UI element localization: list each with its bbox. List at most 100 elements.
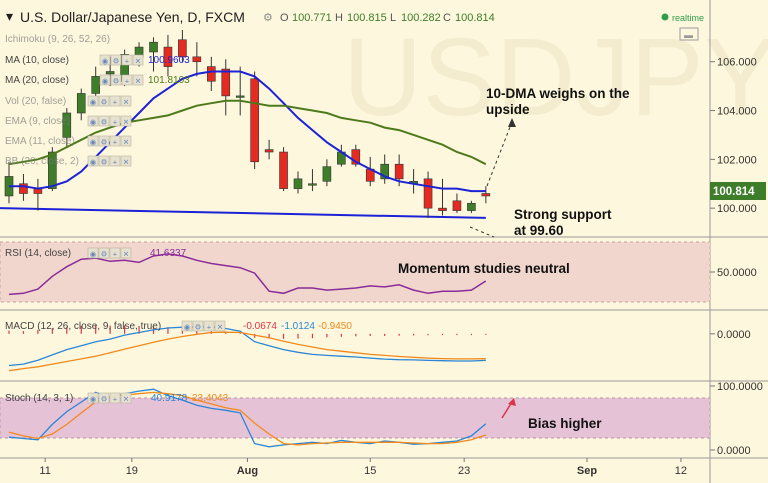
gear-icon: ⚙: [101, 118, 108, 127]
rsi-layer: 50.0000: [8, 253, 757, 296]
eye-icon: ◉: [90, 395, 97, 404]
macd-line: [8, 326, 486, 367]
close-icon: ✕: [123, 250, 129, 259]
candle-body: [91, 76, 100, 94]
ma20-label[interactable]: MA (20, close): [5, 75, 69, 86]
close-icon-box: [120, 95, 132, 107]
time-tick-label: 12: [675, 465, 687, 477]
plus-icon: +: [125, 57, 130, 66]
rsi-value: 41.6337: [150, 248, 187, 259]
support-trendline: [0, 207, 486, 219]
macd-signal-value: -0.9450: [318, 321, 352, 332]
ohlc-close-label: C: [443, 12, 451, 24]
plus-icon-box: [109, 247, 121, 259]
close-icon: ✕: [135, 77, 141, 86]
candle-body: [293, 178, 303, 189]
stoch-label[interactable]: Stoch (14, 3, 1): [5, 393, 73, 404]
close-icon: ✕: [135, 57, 141, 66]
annotation-10dma-line2: upside: [486, 102, 530, 117]
ohlc-high-label: H: [335, 12, 343, 24]
candle-body: [481, 193, 491, 197]
close-icon-box: [120, 247, 132, 259]
candle-body: [351, 149, 361, 165]
gear-icon-box: [98, 135, 110, 147]
gear-icon: ⚙: [101, 138, 108, 147]
candle-body: [149, 41, 158, 53]
ema2-label[interactable]: EMA (11, close): [5, 136, 75, 147]
candle-body: [308, 183, 317, 186]
plus-icon: +: [113, 138, 118, 147]
stoch-tick-label: 100.0000: [717, 381, 763, 393]
eye-icon-box: [181, 320, 193, 332]
macd-tick-label: 0.0000: [717, 329, 751, 341]
stoch-k-value: 40.9178: [151, 393, 188, 404]
rsi-tick-label: 50.0000: [717, 267, 757, 279]
close-icon: ✕: [217, 323, 223, 332]
plus-icon-box: [109, 155, 121, 167]
close-icon: ✕: [123, 138, 129, 147]
close-icon-box: [120, 155, 132, 167]
annotation-support-line1: Strong support: [514, 207, 612, 222]
gear-icon: ⚙: [113, 57, 120, 66]
close-icon-box: [214, 320, 226, 332]
close-icon-box: [120, 135, 132, 147]
bb-label[interactable]: BB (20, close, 2): [5, 156, 79, 167]
candle-body: [394, 163, 404, 180]
eye-icon-box: [99, 54, 111, 66]
candle-body: [62, 112, 72, 138]
price-tick-label: 102.000: [717, 154, 757, 166]
eye-icon: ◉: [90, 118, 97, 127]
ma10-value: 100.9603: [148, 55, 190, 66]
candles-layer: [4, 30, 491, 218]
annotation-rsi: Momentum studies neutral: [398, 261, 570, 276]
plus-icon: +: [125, 77, 130, 86]
symbol-title[interactable]: U.S. Dollar/Japanese Yen, D, FXCM: [20, 9, 245, 25]
ohlc-low-value: 100.282: [401, 12, 441, 24]
candle-body: [19, 183, 28, 194]
annotation-support-line2: at 99.60: [514, 223, 564, 238]
price-tick-label: 104.000: [717, 106, 757, 118]
legend-toolbar-icons: ◉ ⚙ + ✕ ◉ ⚙ + ✕ ◉ ⚙ + ✕ ◉ ⚙ + ✕ ◉ ⚙ + ✕ ◉ ⚙ + ✕ ◉ ⚙ + ✕ ◉ ⚙ + ✕ ◉ ⚙ + ✕: [87, 54, 226, 404]
eye-icon: ◉: [90, 98, 97, 107]
ichimoku-label[interactable]: Ichimoku (9, 26, 52, 26): [5, 34, 110, 45]
close-icon-box: [132, 74, 144, 86]
time-tick-label: Sep: [577, 465, 597, 477]
plus-icon: +: [113, 250, 118, 259]
candle-body: [221, 68, 231, 97]
annotation-support-pointer: [469, 226, 495, 238]
macd-label[interactable]: MACD (12, 26, close, 9, false, true): [5, 321, 161, 332]
candle-body: [467, 202, 476, 211]
ohlc-open-value: 100.771: [292, 12, 332, 24]
chevron-down-icon[interactable]: ▾: [6, 8, 13, 24]
candle-body: [322, 166, 332, 182]
settings-icon[interactable]: ⚙: [263, 12, 273, 24]
candle-body: [423, 178, 433, 209]
last-price-tag: [710, 182, 766, 200]
plus-icon: +: [113, 158, 118, 167]
last-price-label: 100.814: [713, 186, 755, 198]
eye-icon-box: [87, 247, 99, 259]
time-axis-ticks: 11 19 Aug 15 23 Sep 12: [39, 458, 687, 477]
vol-label[interactable]: Vol (20, false): [5, 96, 66, 107]
ma20-value: 101.8103: [148, 75, 190, 86]
macd-line-value: -1.0124: [281, 321, 315, 332]
candle-body: [235, 95, 245, 98]
collapse-legend-glyph: ▬: [684, 30, 693, 40]
gear-icon-box: [98, 95, 110, 107]
collapse-legend-icon[interactable]: [679, 27, 699, 41]
candle-body: [452, 200, 462, 211]
eye-icon: ◉: [90, 138, 97, 147]
annotation-stoch: Bias higher: [528, 416, 602, 431]
price-axis-ticks: 106.000 104.000 102.000 100.000: [710, 57, 757, 215]
candle-body: [192, 56, 202, 63]
rsi-label[interactable]: RSI (14, close): [5, 248, 71, 259]
gear-icon: ⚙: [101, 158, 108, 167]
ohlc-high-value: 100.815: [347, 12, 387, 24]
eye-icon-box: [87, 392, 99, 404]
close-icon: ✕: [123, 158, 129, 167]
candle-body: [105, 71, 115, 75]
close-icon: ✕: [123, 98, 129, 107]
ema-label[interactable]: EMA (9, close): [5, 116, 70, 127]
ma10-label[interactable]: MA (10, close): [5, 55, 69, 66]
